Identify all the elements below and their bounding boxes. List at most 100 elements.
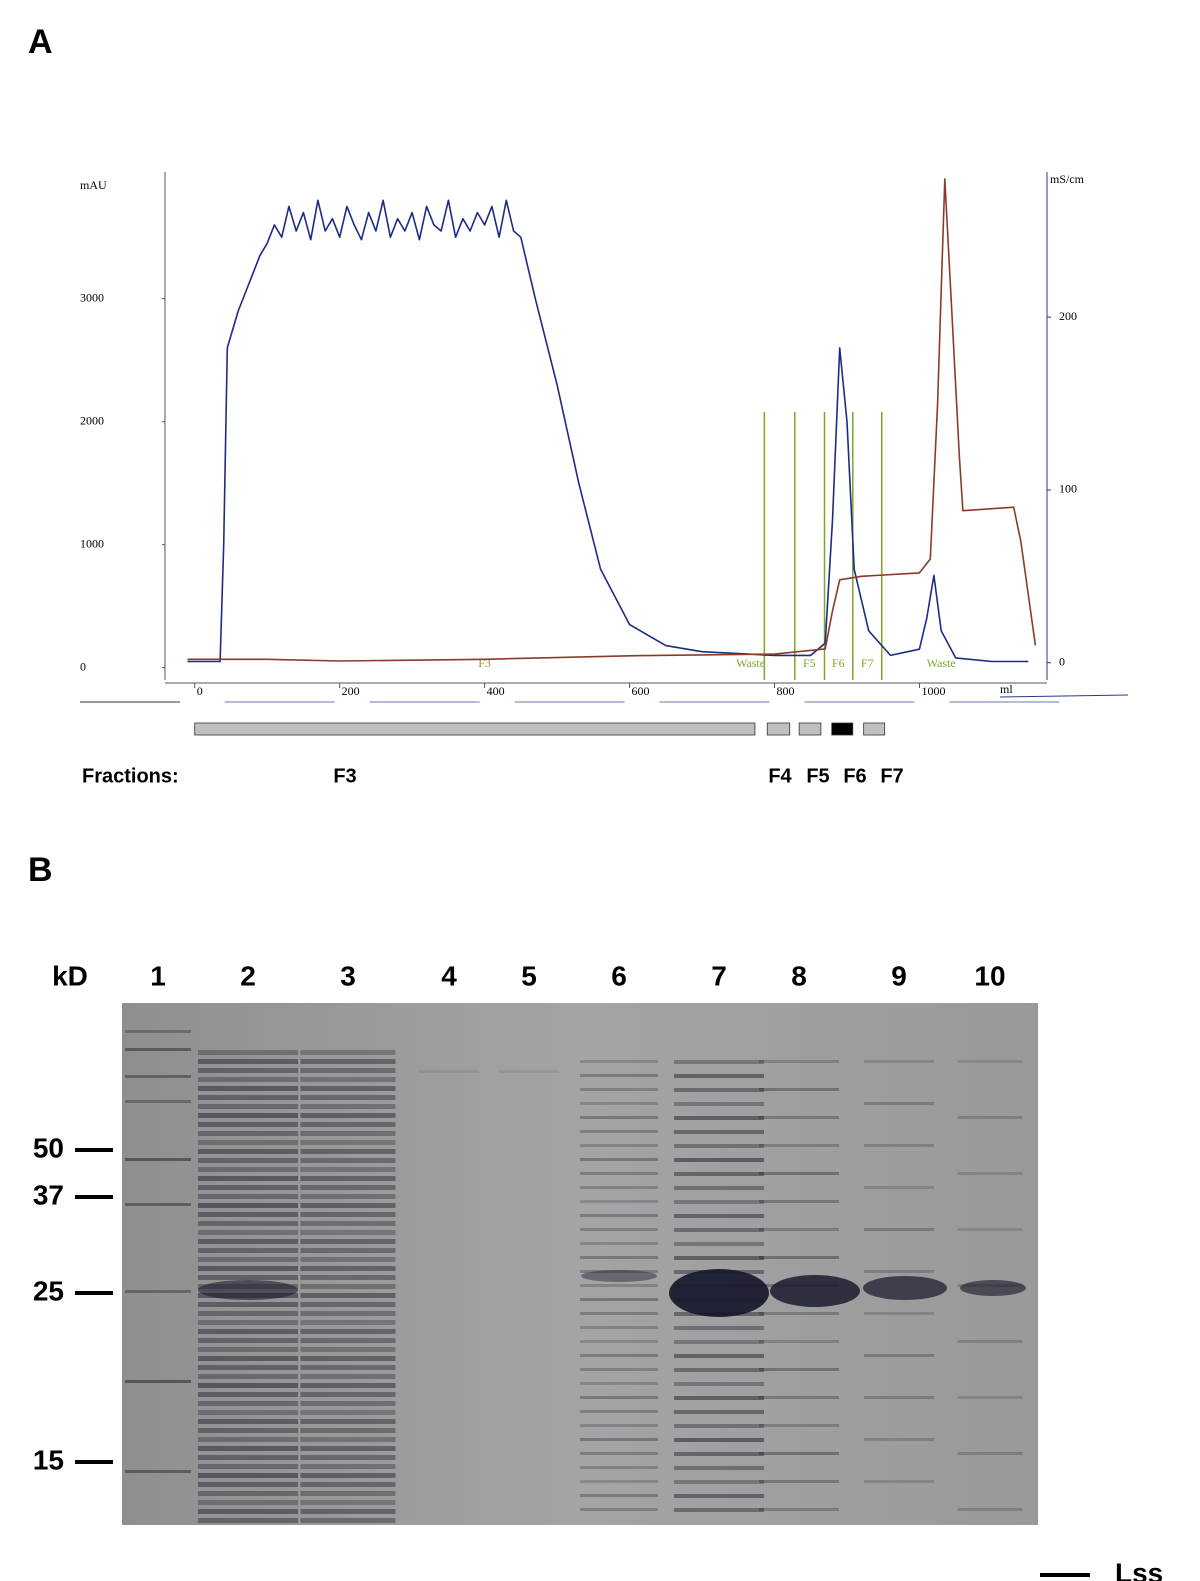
gel-band xyxy=(300,1428,396,1433)
gel-band xyxy=(300,1158,396,1163)
gel-band xyxy=(759,1396,839,1399)
gel-band xyxy=(759,1508,839,1511)
gel-band xyxy=(674,1480,764,1484)
gel-band xyxy=(198,1257,298,1262)
gel-band xyxy=(300,1095,396,1100)
gel-band xyxy=(198,1176,298,1181)
gel-band xyxy=(300,1176,396,1181)
gel-band xyxy=(198,1185,298,1190)
gel-band xyxy=(674,1508,764,1512)
gel-band xyxy=(580,1466,658,1469)
gel-band xyxy=(198,1131,298,1136)
fraction-annotation: F5 xyxy=(803,656,816,670)
gel-band xyxy=(580,1354,658,1357)
gel-band xyxy=(300,1383,396,1388)
gel-band xyxy=(674,1186,764,1190)
gel-band xyxy=(198,1509,298,1514)
fraction-bar xyxy=(831,722,854,736)
gel-band xyxy=(864,1144,934,1147)
gel-band xyxy=(674,1144,764,1148)
gel-band xyxy=(300,1059,396,1064)
lane-label: 9 xyxy=(891,960,907,991)
x-tick-label: 1000 xyxy=(921,684,945,698)
gel-band xyxy=(300,1473,396,1478)
panel-label: B xyxy=(28,851,53,889)
gel-band xyxy=(419,1070,479,1073)
gel-band xyxy=(581,1270,657,1282)
gel-band xyxy=(674,1214,764,1218)
y-tick-label: 3000 xyxy=(80,290,104,304)
gel-band xyxy=(300,1185,396,1190)
gel-band xyxy=(198,1518,298,1523)
gel-band xyxy=(300,1275,396,1280)
y2-tick-label: 200 xyxy=(1059,309,1077,323)
gel-band xyxy=(198,1221,298,1226)
gel-band xyxy=(198,1365,298,1370)
gel-band xyxy=(674,1256,764,1260)
lane-label: 5 xyxy=(521,960,537,991)
x-tick-label: 0 xyxy=(197,684,203,698)
gel-unit: kD xyxy=(52,960,88,991)
gel-band xyxy=(580,1368,658,1371)
gel-band xyxy=(198,1140,298,1145)
gel-band xyxy=(125,1030,191,1033)
gel-band xyxy=(300,1500,396,1505)
gel-band xyxy=(300,1392,396,1397)
gel-band xyxy=(674,1354,764,1358)
data-line xyxy=(187,178,1037,662)
gel-band xyxy=(300,1365,396,1370)
gel-band xyxy=(198,1311,298,1316)
gel-band xyxy=(669,1269,769,1317)
gel-band xyxy=(198,1122,298,1127)
gel-band xyxy=(198,1266,298,1271)
fractions-label: Fractions: xyxy=(82,765,179,787)
x-tick-label: 200 xyxy=(342,684,360,698)
gel-band xyxy=(674,1326,764,1330)
gel-band xyxy=(957,1340,1023,1343)
fraction-annotation: F6 xyxy=(832,656,845,670)
gel-bands xyxy=(125,1030,1026,1523)
fraction-annotation: Waste xyxy=(736,656,765,670)
y2-tick-label: 0 xyxy=(1059,654,1065,668)
gel-band xyxy=(759,1480,839,1483)
gel-band xyxy=(674,1102,764,1106)
x-axis-label: ml xyxy=(1000,682,1013,696)
gel-band xyxy=(674,1452,764,1456)
gel-band xyxy=(759,1452,839,1455)
gel-band xyxy=(125,1075,191,1078)
gel-band xyxy=(300,1113,396,1118)
gel-band xyxy=(198,1158,298,1163)
gel-band xyxy=(198,1059,298,1064)
gel-band xyxy=(125,1100,191,1103)
gel-band xyxy=(864,1186,934,1189)
gel-band xyxy=(300,1509,396,1514)
gel-band xyxy=(198,1329,298,1334)
fraction-bar xyxy=(194,722,756,736)
gel-band xyxy=(198,1086,298,1091)
fraction-name: F6 xyxy=(843,765,866,787)
gel-band xyxy=(300,1446,396,1451)
gel-band xyxy=(674,1438,764,1442)
gel-band xyxy=(198,1280,298,1300)
gel-band xyxy=(198,1500,298,1505)
gel-band xyxy=(759,1256,839,1259)
gel-band xyxy=(864,1396,934,1399)
x-tick-label: 800 xyxy=(777,684,795,698)
gel-band xyxy=(300,1410,396,1415)
gel-band xyxy=(674,1116,764,1120)
gel-band xyxy=(300,1293,396,1298)
gel-band xyxy=(125,1470,191,1473)
gel-band xyxy=(864,1270,934,1273)
gel-band xyxy=(674,1074,764,1078)
data-line xyxy=(187,199,1029,663)
gel-band xyxy=(580,1172,658,1175)
gel-band xyxy=(198,1491,298,1496)
gel-band xyxy=(960,1280,1026,1296)
gel-band xyxy=(125,1048,191,1051)
gel-band xyxy=(674,1424,764,1428)
gel-band xyxy=(198,1320,298,1325)
gel-band xyxy=(580,1382,658,1385)
gel-band xyxy=(759,1088,839,1091)
marker-label: 25 xyxy=(33,1275,64,1306)
gel-band xyxy=(198,1446,298,1451)
